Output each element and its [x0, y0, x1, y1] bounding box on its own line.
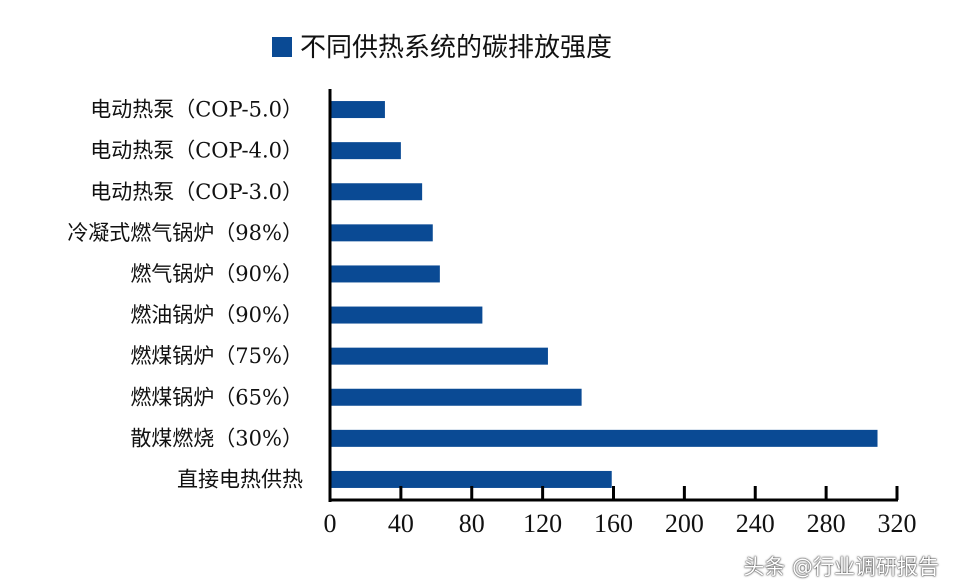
bar [330, 306, 483, 324]
x-tick-label: 200 [665, 509, 704, 538]
bar [330, 429, 878, 447]
category-label: 散煤燃烧（30%） [130, 426, 303, 450]
legend: 不同供热系统的碳排放强度 [272, 33, 612, 63]
x-tick-label: 120 [523, 509, 562, 538]
x-tick-label: 320 [878, 509, 917, 538]
category-label: 燃煤锅炉（65%） [130, 385, 303, 409]
bar [330, 470, 612, 488]
category-label: 燃煤锅炉（75%） [130, 344, 303, 368]
bar [330, 224, 433, 242]
category-label: 冷凝式燃气锅炉（98%） [67, 221, 303, 245]
x-tick-label: 160 [594, 509, 633, 538]
category-label: 燃油锅炉（90%） [130, 303, 303, 327]
category-label: 电动热泵（COP-5.0） [90, 98, 303, 122]
watermark: 头条 @行业调研报告 [743, 555, 939, 579]
category-label: 燃气锅炉（90%） [130, 262, 303, 286]
bar [330, 142, 401, 160]
x-tick-label: 80 [459, 509, 485, 538]
bar [330, 388, 582, 406]
x-tick-label: 40 [388, 509, 414, 538]
legend-swatch [272, 37, 292, 57]
category-label: 电动热泵（COP-4.0） [90, 139, 303, 163]
x-tick-label: 280 [807, 509, 846, 538]
bar [330, 265, 440, 283]
legend-label: 不同供热系统的碳排放强度 [300, 33, 612, 63]
x-tick-label: 240 [736, 509, 775, 538]
category-label: 电动热泵（COP-3.0） [90, 180, 303, 204]
x-tick-label: 0 [324, 509, 337, 538]
bar [330, 183, 423, 201]
bar [330, 101, 385, 119]
category-label: 直接电热供热 [177, 467, 303, 491]
bar [330, 347, 548, 365]
